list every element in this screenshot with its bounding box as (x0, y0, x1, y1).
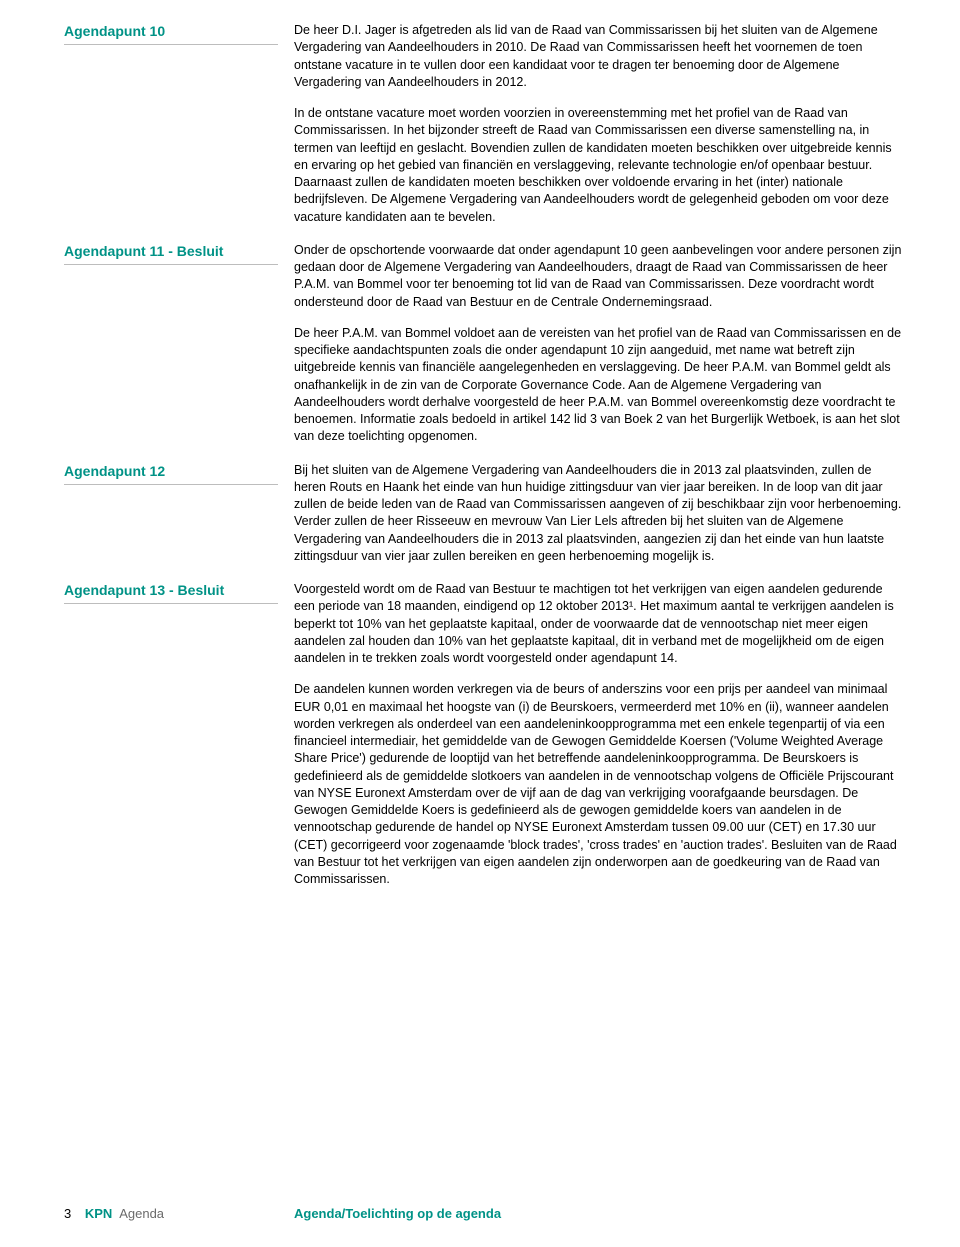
label-column: Agendapunt 10 (64, 22, 294, 226)
paragraph: In de ontstane vacature moet worden voor… (294, 105, 905, 226)
page-footer: 3 KPN Agenda Agenda/Toelichting op de ag… (64, 1205, 905, 1223)
text-column: Bij het sluiten van de Algemene Vergader… (294, 462, 905, 566)
section-agendapunt-11: Agendapunt 11 - Besluit Onder de opschor… (64, 242, 905, 446)
page-number: 3 (64, 1206, 71, 1221)
section-heading: Agendapunt 10 (64, 22, 278, 45)
section-heading: Agendapunt 11 - Besluit (64, 242, 278, 265)
footer-left-label: Agenda (119, 1206, 164, 1221)
text-column: Voorgesteld wordt om de Raad van Bestuur… (294, 581, 905, 888)
section-heading: Agendapunt 13 - Besluit (64, 581, 278, 604)
paragraph: Onder de opschortende voorwaarde dat ond… (294, 242, 905, 311)
text-column: Onder de opschortende voorwaarde dat ond… (294, 242, 905, 446)
section-agendapunt-12: Agendapunt 12 Bij het sluiten van de Alg… (64, 462, 905, 566)
brand-name: KPN (85, 1206, 112, 1221)
section-heading: Agendapunt 12 (64, 462, 278, 485)
paragraph: De heer D.I. Jager is afgetreden als lid… (294, 22, 905, 91)
label-column: Agendapunt 11 - Besluit (64, 242, 294, 446)
label-column: Agendapunt 13 - Besluit (64, 581, 294, 888)
text-column: De heer D.I. Jager is afgetreden als lid… (294, 22, 905, 226)
label-column: Agendapunt 12 (64, 462, 294, 566)
paragraph: Voorgesteld wordt om de Raad van Bestuur… (294, 581, 905, 667)
footer-right-label: Agenda/Toelichting op de agenda (294, 1205, 501, 1223)
paragraph: De aandelen kunnen worden verkregen via … (294, 681, 905, 888)
paragraph: Bij het sluiten van de Algemene Vergader… (294, 462, 905, 566)
section-agendapunt-10: Agendapunt 10 De heer D.I. Jager is afge… (64, 22, 905, 226)
footer-left: 3 KPN Agenda (64, 1205, 294, 1223)
page-content: Agendapunt 10 De heer D.I. Jager is afge… (0, 0, 960, 888)
section-agendapunt-13: Agendapunt 13 - Besluit Voorgesteld word… (64, 581, 905, 888)
paragraph: De heer P.A.M. van Bommel voldoet aan de… (294, 325, 905, 446)
